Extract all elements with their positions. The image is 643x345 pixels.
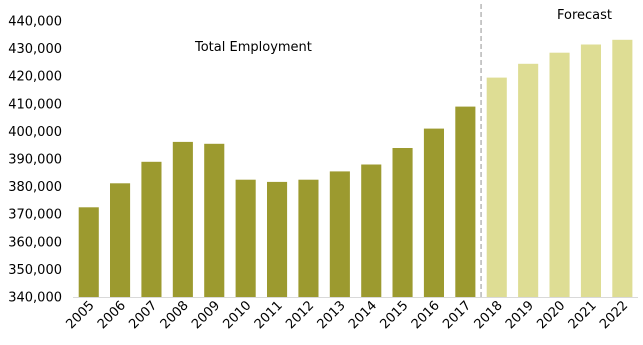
forecast-bar-2022 — [612, 39, 633, 298]
x-tick-label: 2005 — [64, 298, 98, 332]
y-tick-label: 410,000 — [8, 97, 62, 112]
y-tick-label: 420,000 — [8, 70, 62, 85]
y-tick-label: 380,000 — [8, 180, 62, 195]
x-tick-label: 2012 — [283, 298, 317, 332]
bar-2017 — [455, 106, 476, 297]
x-tick-label: 2018 — [472, 298, 506, 332]
bars — [78, 39, 633, 298]
y-tick-label: 360,000 — [8, 235, 62, 250]
bar-2012 — [298, 179, 319, 297]
x-tick-label: 2009 — [189, 298, 223, 332]
bar-2013 — [329, 171, 350, 297]
x-tick-label: 2014 — [346, 298, 380, 332]
x-tick-label: 2011 — [252, 298, 286, 332]
x-tick-label: 2010 — [220, 298, 254, 332]
bar-2016 — [423, 128, 444, 297]
x-tick-label: 2006 — [95, 298, 129, 332]
x-tick-label: 2019 — [503, 298, 537, 332]
forecast-bar-2020 — [549, 52, 570, 298]
forecast-bar-2019 — [518, 63, 539, 297]
x-tick-label: 2007 — [126, 298, 160, 332]
bar-2008 — [172, 141, 193, 297]
bar-2006 — [110, 183, 131, 297]
bar-2015 — [392, 148, 413, 297]
x-tick-label: 2021 — [566, 298, 600, 332]
x-tick-label: 2017 — [440, 298, 474, 332]
forecast-label: Forecast — [557, 8, 612, 23]
bar-2005 — [78, 207, 99, 297]
bar-2011 — [267, 181, 288, 297]
forecast-bar-2018 — [486, 77, 507, 297]
bar-2007 — [141, 161, 162, 297]
bar-2014 — [361, 164, 382, 297]
y-tick-label: 400,000 — [8, 125, 62, 140]
x-tick-label: 2015 — [377, 298, 411, 332]
y-tick-label: 430,000 — [8, 42, 62, 57]
y-tick-label: 370,000 — [8, 208, 62, 223]
x-tick-label: 2013 — [315, 298, 349, 332]
bar-2009 — [204, 143, 225, 297]
y-axis: 340,000 350,000 360,000 370,000 380,000 390,0… — [8, 15, 62, 306]
x-tick-label: 2016 — [409, 298, 443, 332]
y-tick-label: 440,000 — [8, 15, 62, 30]
y-tick-label: 390,000 — [8, 153, 62, 168]
x-axis: 2005200620072008200920102011201220132014… — [64, 298, 632, 332]
x-tick-label: 2008 — [158, 298, 192, 332]
x-tick-label: 2020 — [534, 298, 568, 332]
forecast-bar-2021 — [580, 44, 601, 297]
series-label: Total Employment — [194, 40, 312, 55]
y-tick-label: 340,000 — [8, 291, 62, 306]
bar-2010 — [235, 179, 256, 297]
y-tick-label: 350,000 — [8, 263, 62, 278]
x-tick-label: 2022 — [597, 298, 631, 332]
